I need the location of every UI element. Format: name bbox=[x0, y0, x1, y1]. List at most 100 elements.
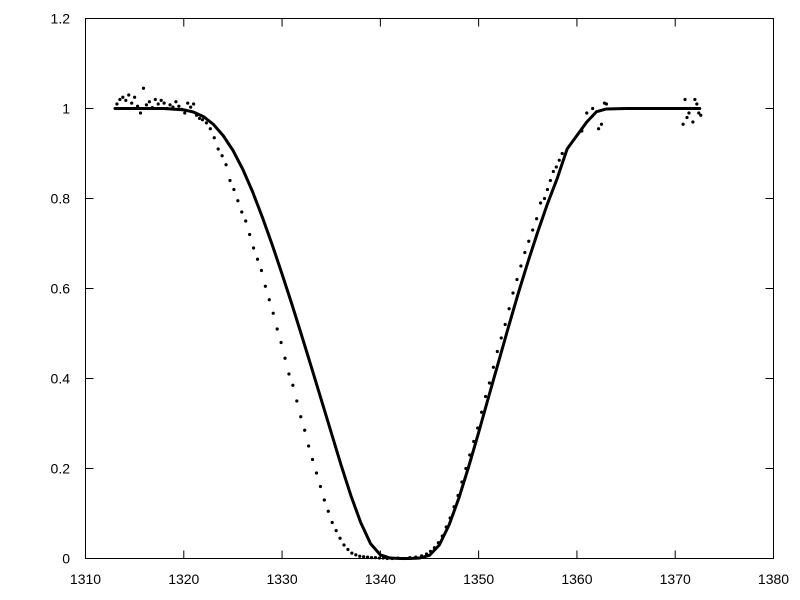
data-point bbox=[699, 113, 703, 117]
data-point bbox=[681, 122, 685, 126]
data-point bbox=[232, 187, 236, 192]
data-point bbox=[507, 307, 511, 311]
data-point bbox=[303, 428, 307, 432]
data-point bbox=[464, 466, 468, 471]
x-tick-label: 1380 bbox=[758, 571, 789, 587]
data-point bbox=[318, 484, 322, 489]
data-point bbox=[162, 101, 166, 105]
data-point bbox=[212, 136, 216, 140]
data-point bbox=[596, 127, 601, 131]
fit-line bbox=[113, 107, 702, 560]
y-tick-label: 0.8 bbox=[51, 191, 71, 207]
data-point bbox=[440, 534, 444, 538]
data-point bbox=[476, 426, 480, 430]
data-point bbox=[118, 97, 122, 102]
data-point bbox=[121, 95, 125, 99]
data-point bbox=[414, 555, 418, 559]
data-point bbox=[365, 555, 370, 559]
data-point bbox=[197, 116, 202, 120]
data-point bbox=[390, 556, 394, 561]
x-tick-label: 1350 bbox=[463, 571, 494, 587]
data-point bbox=[503, 322, 507, 327]
data-point bbox=[220, 154, 224, 158]
data-point bbox=[548, 178, 552, 183]
data-point bbox=[531, 228, 535, 232]
data-point bbox=[314, 471, 319, 475]
data-point bbox=[599, 122, 604, 126]
data-point bbox=[420, 554, 424, 558]
data-point bbox=[381, 556, 385, 560]
x-tick-label: 1310 bbox=[70, 571, 101, 587]
data-point bbox=[279, 340, 283, 345]
data-point bbox=[687, 111, 691, 115]
data-point bbox=[299, 415, 303, 419]
data-point bbox=[171, 105, 175, 109]
data-point bbox=[244, 219, 248, 223]
data-point bbox=[354, 553, 358, 557]
data-point bbox=[448, 516, 452, 520]
axis-tick-labels: 1310 1320 1330 1340 1350 1360 1370 1380 0 0.2 0.4 0… bbox=[51, 11, 790, 588]
data-point bbox=[287, 372, 291, 376]
data-point bbox=[424, 552, 429, 556]
x-tick-label: 1360 bbox=[561, 571, 592, 587]
data-point bbox=[495, 349, 499, 354]
data-point bbox=[330, 520, 334, 525]
y-tick-label: 1 bbox=[62, 101, 70, 117]
data-point bbox=[204, 121, 208, 125]
data-point bbox=[168, 103, 172, 107]
data-point bbox=[580, 129, 584, 133]
data-point bbox=[291, 383, 295, 387]
data-point bbox=[362, 555, 366, 559]
data-point bbox=[186, 101, 190, 105]
data-point bbox=[189, 105, 193, 109]
data-point bbox=[267, 298, 271, 302]
data-point bbox=[240, 210, 244, 214]
data-point bbox=[310, 457, 315, 462]
data-point bbox=[338, 536, 342, 540]
data-point bbox=[551, 169, 555, 174]
data-point bbox=[369, 556, 374, 560]
data-point bbox=[228, 178, 232, 183]
data-point bbox=[358, 554, 362, 558]
data-point bbox=[385, 556, 389, 561]
data-point bbox=[156, 102, 160, 106]
y-tick-label: 0 bbox=[62, 551, 70, 567]
data-point bbox=[194, 113, 199, 117]
data-point bbox=[251, 246, 256, 250]
data-point bbox=[499, 336, 503, 340]
data-point bbox=[554, 165, 558, 169]
data-point bbox=[153, 97, 157, 102]
y-tick-label: 0.4 bbox=[51, 371, 71, 387]
data-point bbox=[396, 556, 400, 560]
data-point bbox=[542, 196, 547, 201]
data-point bbox=[560, 151, 564, 156]
data-point bbox=[519, 264, 523, 268]
x-tick-label: 1320 bbox=[168, 571, 199, 587]
data-point bbox=[236, 199, 240, 203]
data-point bbox=[115, 102, 119, 106]
data-point bbox=[460, 480, 464, 484]
y-tick-label: 0.2 bbox=[51, 461, 71, 477]
data-point bbox=[545, 187, 550, 192]
data-point bbox=[180, 107, 184, 111]
data-point bbox=[557, 158, 561, 162]
x-tick-label: 1370 bbox=[660, 571, 691, 587]
axis-ticks bbox=[85, 18, 774, 559]
data-point bbox=[133, 95, 137, 99]
data-point bbox=[350, 551, 354, 555]
data-point bbox=[224, 163, 228, 167]
data-point bbox=[691, 120, 695, 124]
data-point bbox=[342, 543, 346, 547]
data-point bbox=[693, 97, 697, 102]
data-point bbox=[483, 394, 488, 399]
x-tick-label: 1340 bbox=[365, 571, 396, 587]
data-point bbox=[248, 232, 252, 237]
data-point bbox=[259, 268, 264, 273]
data-point bbox=[141, 86, 146, 90]
data-point bbox=[307, 444, 311, 448]
plot-frame bbox=[85, 18, 774, 559]
data-point bbox=[183, 111, 187, 115]
data-point bbox=[436, 541, 440, 545]
data-point bbox=[334, 529, 338, 533]
data-point bbox=[604, 102, 609, 106]
